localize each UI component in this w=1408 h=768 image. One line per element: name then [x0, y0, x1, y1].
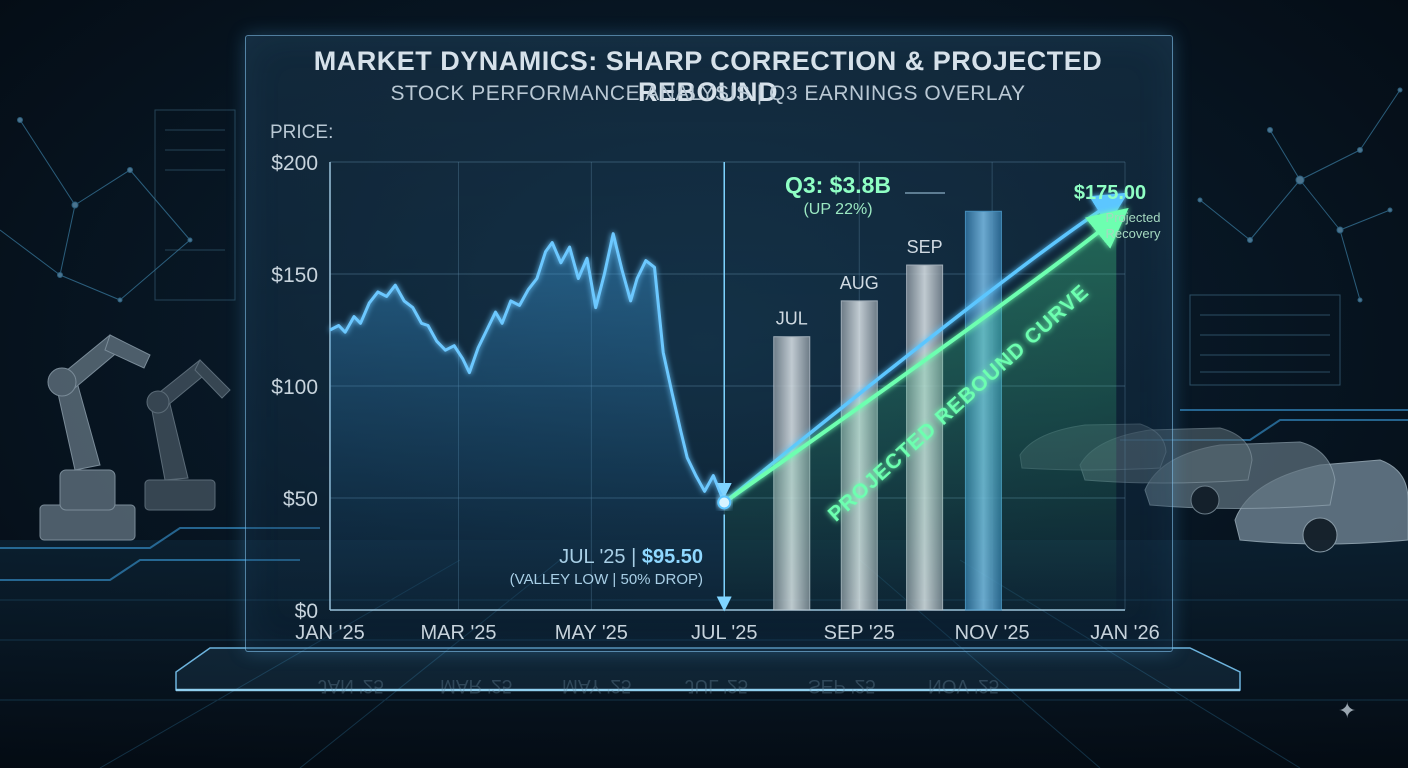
target-price-label: $175.00: [1074, 182, 1146, 204]
valley-date: JUL '25 |: [559, 546, 642, 568]
svg-text:MAY '25: MAY '25: [562, 675, 631, 696]
bar-label: AUG: [840, 273, 879, 293]
q3-earnings-label: Q3: $3.8B: [785, 172, 891, 198]
chart-marks: [329, 162, 1129, 612]
price-line: [329, 232, 726, 504]
valley-sublabel: (VALLEY LOW | 50% DROP): [510, 571, 703, 588]
target-sublabel: Projected: [1106, 210, 1161, 225]
y-tick-label: $200: [271, 152, 318, 175]
x-tick-label: JAN '26: [1090, 622, 1159, 644]
bar-label: SEP: [907, 237, 943, 257]
chart-title: MARKET DYNAMICS: SHARP CORRECTION & PROJ…: [313, 46, 1103, 107]
y-tick-label: $50: [283, 488, 318, 511]
x-tick-label: JUL '25: [691, 622, 757, 644]
rebound-line-green: [723, 207, 1129, 505]
sparkle-icon: ✦: [1338, 698, 1357, 723]
svg-text:SEP '25: SEP '25: [808, 675, 876, 696]
y-tick-label: $100: [271, 376, 318, 399]
svg-text:JAN '25: JAN '25: [318, 675, 384, 696]
x-tick-label: JAN '25: [295, 622, 364, 644]
target-sublabel: Recovery: [1106, 226, 1161, 241]
x-tick-label: MAR '25: [420, 622, 496, 644]
q3-earnings-sublabel: (UP 22%): [803, 201, 872, 218]
y-tick-label: $0: [295, 600, 318, 623]
valley-label: JUL '25 | $95.50: [559, 546, 703, 568]
y-axis-label: PRICE:: [270, 122, 333, 143]
x-tick-label: SEP '25: [824, 622, 895, 644]
rebound-area: [724, 218, 1117, 610]
svg-text:JUL '25: JUL '25: [685, 675, 748, 696]
x-tick-label: NOV '25: [955, 622, 1030, 644]
valley-value: $95.50: [642, 546, 703, 568]
y-tick-label: $150: [271, 264, 318, 287]
valley-point: [717, 495, 732, 510]
chart-subtitle: STOCK PERFORMANCE ANALYSIS | Q3 EARNINGS…: [390, 82, 1026, 105]
bar-label: JUL: [776, 309, 808, 329]
svg-text:MAR '25: MAR '25: [440, 675, 512, 696]
x-tick-label: MAY '25: [555, 622, 628, 644]
svg-text:NOV '25: NOV '25: [928, 675, 999, 696]
